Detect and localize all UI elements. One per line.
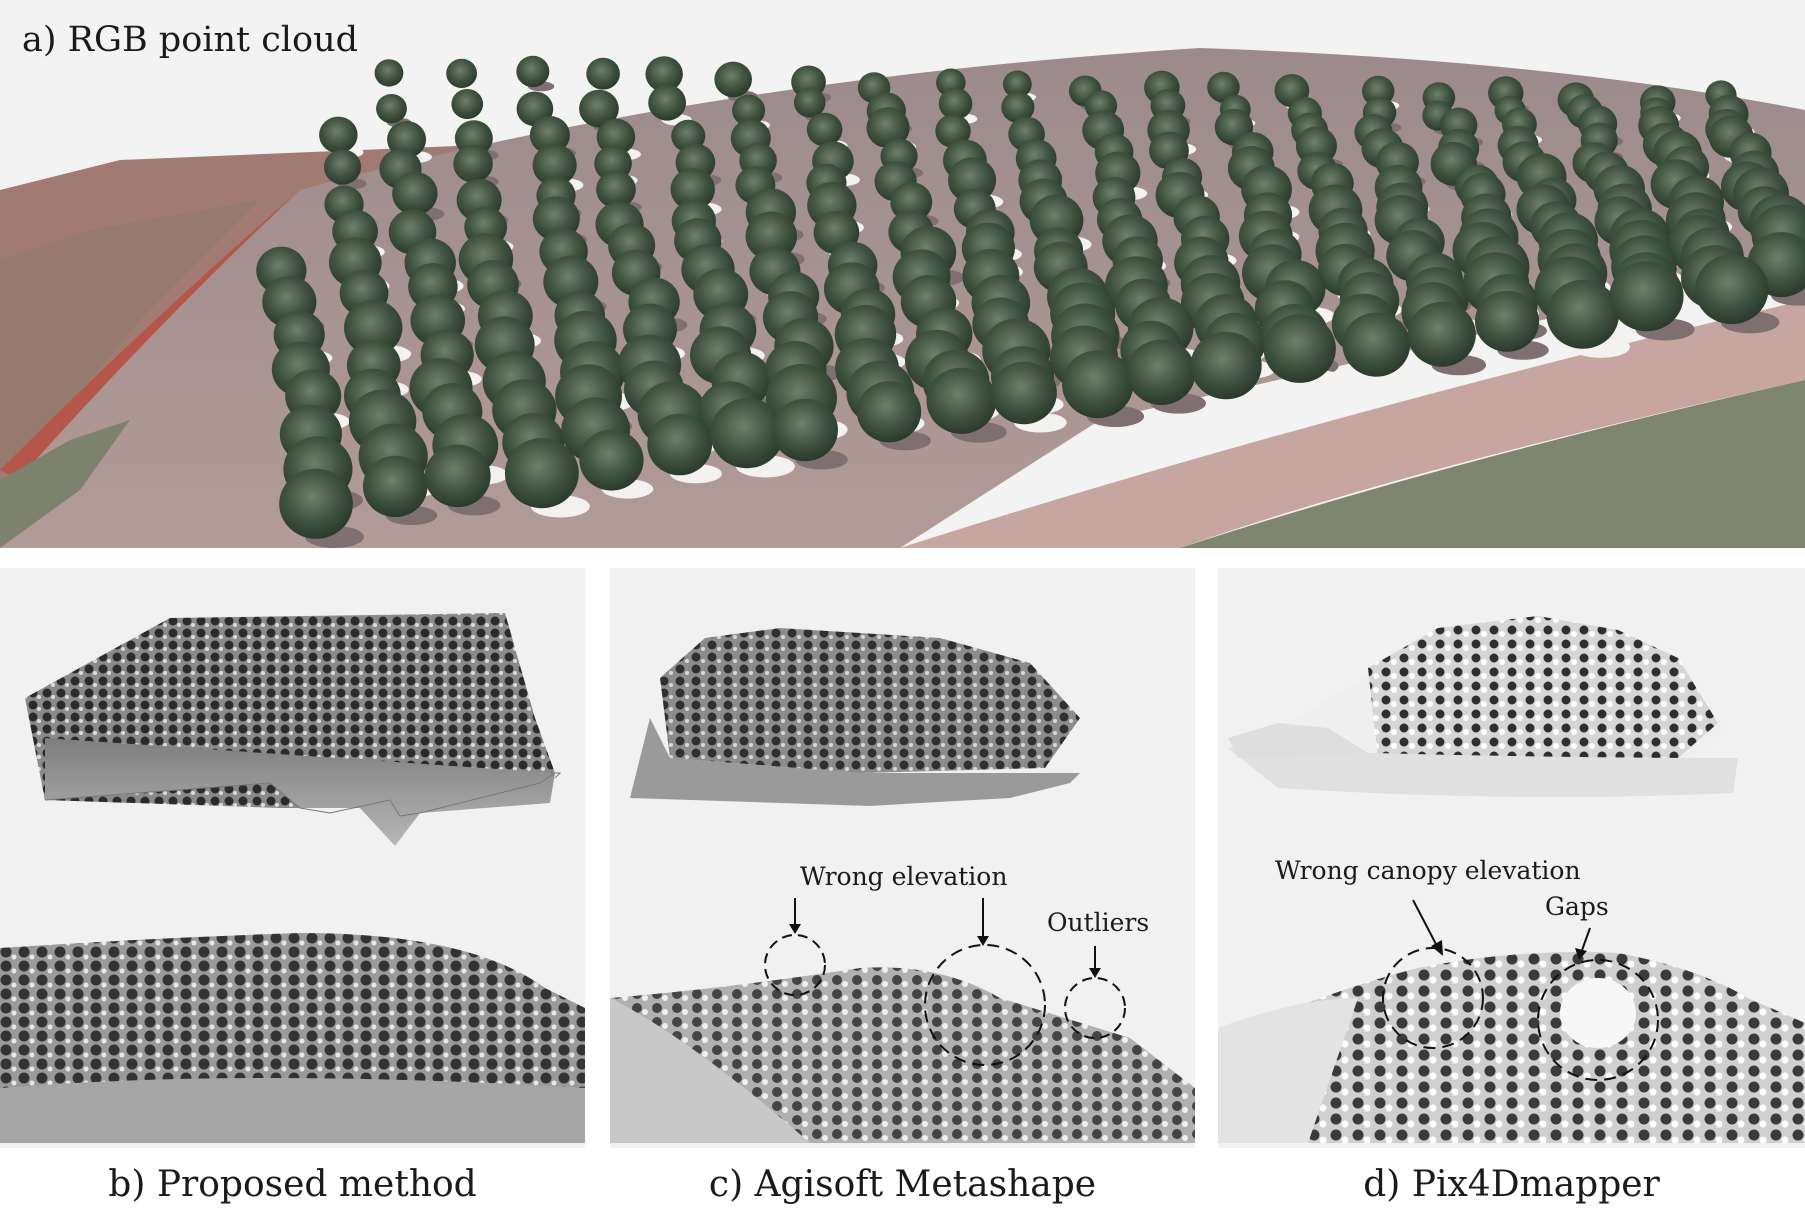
tree-canopy xyxy=(529,116,570,155)
caption-proposed-method: b) Proposed method xyxy=(108,1164,477,1205)
wrong-elevation-annotation: Wrong elevation xyxy=(800,862,1008,891)
tree-canopy xyxy=(1062,350,1134,419)
tree-canopy xyxy=(586,57,620,90)
gaps-circle xyxy=(1537,959,1659,1081)
tree-canopy xyxy=(1695,254,1769,325)
tree-canopy xyxy=(596,118,636,156)
tree-canopy xyxy=(446,58,478,89)
tree-canopy xyxy=(645,56,683,92)
arrow-down-icon xyxy=(977,936,989,946)
tree-canopy xyxy=(648,84,687,121)
pix4dmapper-panel: Wrong canopy elevation Gaps xyxy=(1218,568,1805,1148)
tree-canopy xyxy=(579,429,644,491)
tree-canopy xyxy=(323,149,362,185)
tree-canopy xyxy=(1207,71,1240,103)
tree-canopy xyxy=(935,114,971,148)
tree-canopy xyxy=(374,59,404,87)
tree-canopy xyxy=(806,112,843,147)
pix4dmapper-render xyxy=(1218,616,1805,1143)
tree-canopy xyxy=(938,87,973,120)
tree-canopy xyxy=(1263,314,1336,383)
wrong-elevation-circle-1 xyxy=(764,934,826,996)
tree-canopy xyxy=(1126,339,1196,406)
arrow-down-icon xyxy=(789,924,801,934)
arrow-down-icon xyxy=(1089,968,1101,978)
arrow-icon xyxy=(1575,948,1587,960)
arrow-icon xyxy=(1431,940,1443,956)
tree-canopy xyxy=(793,87,826,118)
proposed-method-panel xyxy=(0,568,585,1148)
tree-canopy xyxy=(990,361,1057,425)
caption-agisoft-metashape: c) Agisoft Metashape xyxy=(708,1164,1097,1205)
tree-canopy xyxy=(1190,331,1262,400)
tree-canopy xyxy=(856,381,922,443)
tree-canopy xyxy=(772,398,838,462)
agisoft-metashape-panel: Wrong elevation Outliers xyxy=(610,568,1195,1148)
tree-canopy xyxy=(319,116,358,154)
caption-pix4dmapper: d) Pix4Dmapper xyxy=(1363,1164,1660,1205)
panel-a-label: a) RGB point cloud xyxy=(22,20,359,60)
tree-canopy xyxy=(362,455,428,518)
outliers-annotation: Outliers xyxy=(1047,908,1150,937)
tree-canopy xyxy=(1407,301,1476,367)
tree-canopy xyxy=(670,168,715,211)
tree-canopy xyxy=(453,145,493,183)
wrong-canopy-elevation-circle xyxy=(1382,947,1484,1049)
orchard-trees xyxy=(256,55,1805,548)
tree-canopy xyxy=(1474,290,1540,352)
tree-canopy xyxy=(504,438,579,509)
tree-canopy xyxy=(866,107,910,149)
rgb-point-cloud-panel: a) RGB point cloud xyxy=(0,0,1805,548)
tree-canopy xyxy=(890,182,933,223)
tree-canopy xyxy=(710,398,784,469)
tree-canopy xyxy=(1342,312,1411,377)
tree-canopy xyxy=(596,170,636,209)
tree-canopy xyxy=(532,144,577,187)
tree-canopy xyxy=(647,413,713,476)
tree-canopy xyxy=(343,300,403,356)
tree-canopy xyxy=(745,211,798,261)
tree-canopy xyxy=(732,94,766,127)
gaps-annotation: Gaps xyxy=(1545,892,1609,921)
tree-canopy xyxy=(376,94,407,124)
wrong-canopy-elevation-annotation: Wrong canopy elevation xyxy=(1275,856,1581,885)
tree-canopy xyxy=(579,89,619,128)
tree-canopy xyxy=(387,120,427,159)
agisoft-metashape-render xyxy=(610,628,1195,1143)
tree-canopy xyxy=(1002,70,1032,98)
tree-canopy xyxy=(1546,279,1620,349)
tree-canopy xyxy=(926,367,997,434)
tree-canopy xyxy=(279,468,353,539)
wrong-elevation-circle-2 xyxy=(924,944,1046,1066)
tree-canopy xyxy=(1001,91,1035,123)
proposed-method-render xyxy=(0,613,585,1143)
outliers-circle xyxy=(1064,977,1126,1039)
tree-canopy xyxy=(1609,261,1684,332)
tree-canopy xyxy=(392,171,438,216)
tree-canopy xyxy=(424,444,491,508)
tree-canopy xyxy=(714,61,752,98)
tree-canopy xyxy=(516,55,550,88)
tree-canopy xyxy=(451,88,484,120)
